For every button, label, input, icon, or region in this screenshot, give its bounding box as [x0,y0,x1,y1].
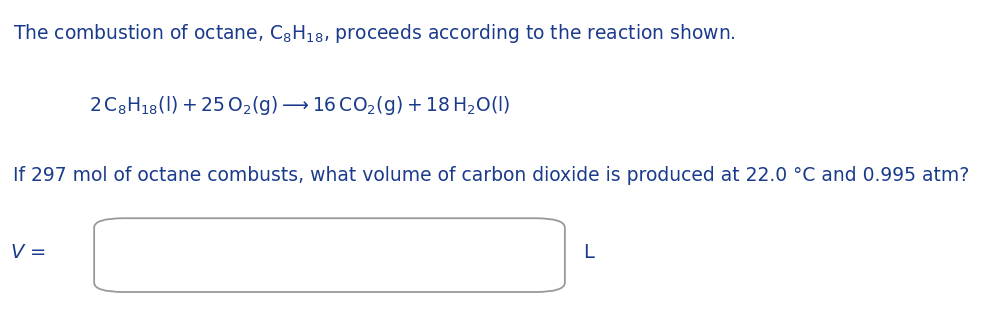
Text: $V$ =: $V$ = [10,243,46,262]
Text: L: L [583,243,594,262]
Text: $\mathregular{2\,C_8H_{18}(l) + 25\,O_2(g) \longrightarrow 16\,CO_2(g) + 18\,H_2: $\mathregular{2\,C_8H_{18}(l) + 25\,O_2(… [89,94,510,117]
FancyBboxPatch shape [94,218,565,292]
Text: The combustion of octane, $\mathregular{C_8H_{18}}$, proceeds according to the r: The combustion of octane, $\mathregular{… [13,22,735,45]
Text: If 297 mol of octane combusts, what volume of carbon dioxide is produced at 22.0: If 297 mol of octane combusts, what volu… [13,166,969,186]
